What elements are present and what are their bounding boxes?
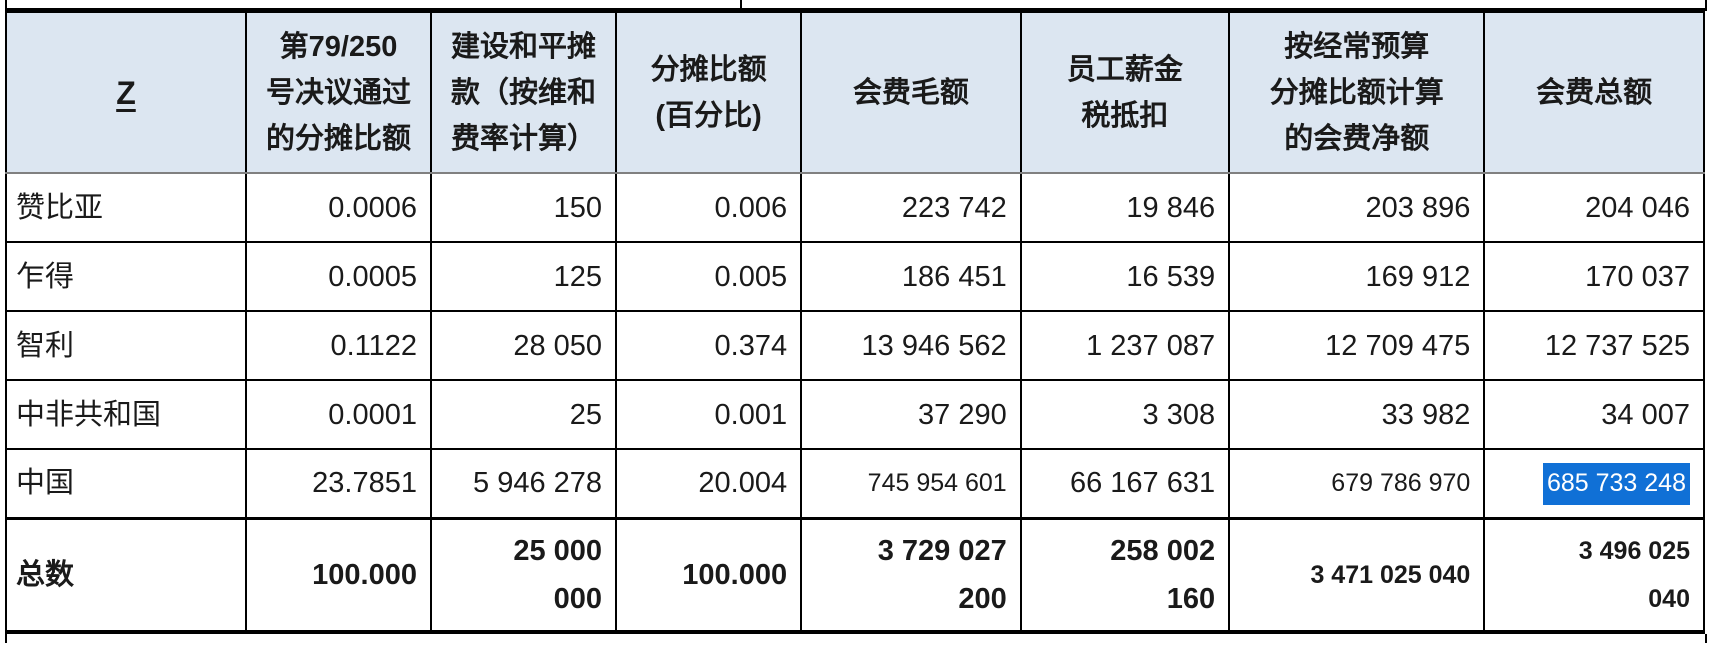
cell-value: 66 167 631	[1019, 448, 1231, 519]
previous-row-fragment	[5, 0, 1707, 11]
cell-value: 223 742	[800, 172, 1022, 243]
total-label: 总数	[5, 516, 247, 634]
country-name: 中非共和国	[5, 379, 247, 450]
cell-value: 34 007	[1483, 379, 1705, 450]
section-letter: Z	[116, 74, 136, 111]
table-row-central-african-republic: 中非共和国 0.0001 25 0.001 37 290 3 308 33 98…	[5, 379, 1705, 450]
cell-value: 0.0001	[244, 379, 433, 450]
selected-cell: 685 733 248	[1483, 448, 1705, 519]
cell-value: 5 946 278	[429, 448, 618, 519]
cell-value: 170 037	[1483, 241, 1705, 312]
total-value: 3 471 025 040	[1228, 516, 1486, 634]
table-row-china: 中国 23.7851 5 946 278 20.004 745 954 601 …	[5, 448, 1705, 519]
total-value: 100.000	[244, 516, 433, 634]
col-header-net-contribution-regular-budget: 按经常预算 分摊比额计算 的会费净额	[1228, 11, 1486, 174]
cell-value: 0.1122	[244, 310, 433, 381]
col-header-staff-assessment-credit: 员工薪金 税抵扣	[1019, 11, 1231, 174]
cell-value: 37 290	[800, 379, 1022, 450]
cell-value: 203 896	[1228, 172, 1486, 243]
country-name: 智利	[5, 310, 247, 381]
cell-value: 186 451	[800, 241, 1022, 312]
col-header-assessment-rate-79-250: 第79/250 号决议通过 的分摊比额	[244, 11, 433, 174]
cell-value: 25	[429, 379, 618, 450]
cell-value: 169 912	[1228, 241, 1486, 312]
total-value: 3 729 027 200	[800, 516, 1022, 634]
cell-value: 16 539	[1019, 241, 1231, 312]
cell-value: 0.006	[615, 172, 803, 243]
table-row-chile: 智利 0.1122 28 050 0.374 13 946 562 1 237 …	[5, 310, 1705, 381]
table-row-zambia: 赞比亚 0.0006 150 0.006 223 742 19 846 203 …	[5, 172, 1705, 243]
header-row: Z 第79/250 号决议通过 的分摊比额 建设和平摊 款（按维和 费率计算） …	[5, 11, 1705, 174]
section-letter-header: Z	[5, 11, 247, 174]
country-name: 乍得	[5, 241, 247, 312]
selected-text: 685 733 248	[1542, 463, 1690, 506]
cell-value: 0.001	[615, 379, 803, 450]
table-row-chad: 乍得 0.0005 125 0.005 186 451 16 539 169 9…	[5, 241, 1705, 312]
cell-value: 12 737 525	[1483, 310, 1705, 381]
total-value: 25 000 000	[429, 516, 618, 634]
cell-value: 33 982	[1228, 379, 1486, 450]
country-name: 中国	[5, 448, 247, 519]
cell-value: 150	[429, 172, 618, 243]
total-value: 3 496 025 040	[1483, 516, 1705, 634]
cell-value: 23.7851	[244, 448, 433, 519]
cell-value: 204 046	[1483, 172, 1705, 243]
col-header-gross-contribution: 会费毛额	[800, 11, 1022, 174]
cell-value: 0.0006	[244, 172, 433, 243]
country-name: 赞比亚	[5, 172, 247, 243]
cell-value: 745 954 601	[800, 448, 1022, 519]
assessment-table: Z 第79/250 号决议通过 的分摊比额 建设和平摊 款（按维和 费率计算） …	[5, 11, 1705, 634]
cell-value: 1 237 087	[1019, 310, 1231, 381]
cell-value: 20.004	[615, 448, 803, 519]
total-value: 100.000	[615, 516, 803, 634]
col-header-peacebuilding-contribution: 建设和平摊 款（按维和 费率计算）	[429, 11, 618, 174]
col-header-assessment-rate-percent: 分摊比额 (百分比)	[615, 11, 803, 174]
cell-value: 28 050	[429, 310, 618, 381]
table-row-total: 总数 100.000 25 000 000 100.000 3 729 027 …	[5, 516, 1705, 634]
cell-value: 0.005	[615, 241, 803, 312]
cell-value: 13 946 562	[800, 310, 1022, 381]
cell-value: 12 709 475	[1228, 310, 1486, 381]
previous-row-cell-divider	[740, 0, 742, 8]
cell-value: 19 846	[1019, 172, 1231, 243]
next-row-fragment	[5, 634, 1707, 643]
cell-value: 125	[429, 241, 618, 312]
col-header-total-contribution: 会费总额	[1483, 11, 1705, 174]
cell-value: 3 308	[1019, 379, 1231, 450]
assessment-table-wrap: Z 第79/250 号决议通过 的分摊比额 建设和平摊 款（按维和 费率计算） …	[5, 0, 1707, 643]
cell-value: 0.0005	[244, 241, 433, 312]
cell-value: 0.374	[615, 310, 803, 381]
cell-value: 679 786 970	[1228, 448, 1486, 519]
total-value: 258 002 160	[1019, 516, 1231, 634]
